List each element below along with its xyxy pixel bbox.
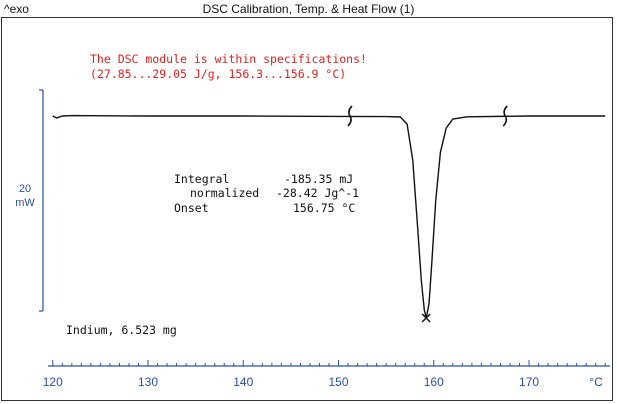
status-line-1: The DSC module is within specifications! bbox=[90, 52, 367, 66]
scale-bar-value: 20 bbox=[19, 183, 31, 195]
normalized-label: normalized bbox=[190, 186, 259, 200]
onset-label: Onset bbox=[174, 201, 209, 215]
chart-title: DSC Calibration, Temp. & Heat Flow (1) bbox=[202, 2, 415, 16]
integral-value: -185.35 mJ bbox=[284, 172, 353, 186]
x-tick-label: 170 bbox=[519, 375, 539, 389]
plot-frame bbox=[1, 17, 613, 401]
scale-bar-unit: mW bbox=[15, 197, 35, 209]
integration-limit-start bbox=[347, 105, 353, 127]
integration-limit-end bbox=[502, 105, 508, 127]
peak-marker bbox=[421, 313, 431, 323]
x-tick-label: 120 bbox=[43, 375, 63, 389]
x-tick-label: 130 bbox=[138, 375, 158, 389]
onset-value: 156.75 °C bbox=[293, 201, 355, 215]
exo-label: ^exo bbox=[4, 2, 29, 16]
heat-flow-curve bbox=[52, 114, 606, 319]
x-axis-unit: °C bbox=[589, 375, 603, 389]
scale-bar: 20 mW bbox=[15, 89, 44, 312]
x-tick-label: 140 bbox=[233, 375, 253, 389]
x-tick-label: 160 bbox=[424, 375, 444, 389]
chart-header: ^exo DSC Calibration, Temp. & Heat Flow … bbox=[0, 0, 617, 17]
x-axis: 120 130 140 150 160 170 bbox=[43, 360, 610, 389]
sample-label: Indium, 6.523 mg bbox=[66, 323, 177, 337]
status-line-2: (27.85...29.05 J/g, 156.3...156.9 °C) bbox=[90, 67, 346, 81]
normalized-value: -28.42 Jg^-1 bbox=[276, 186, 359, 200]
x-tick-label: 150 bbox=[329, 375, 349, 389]
integral-label: Integral bbox=[174, 172, 229, 186]
